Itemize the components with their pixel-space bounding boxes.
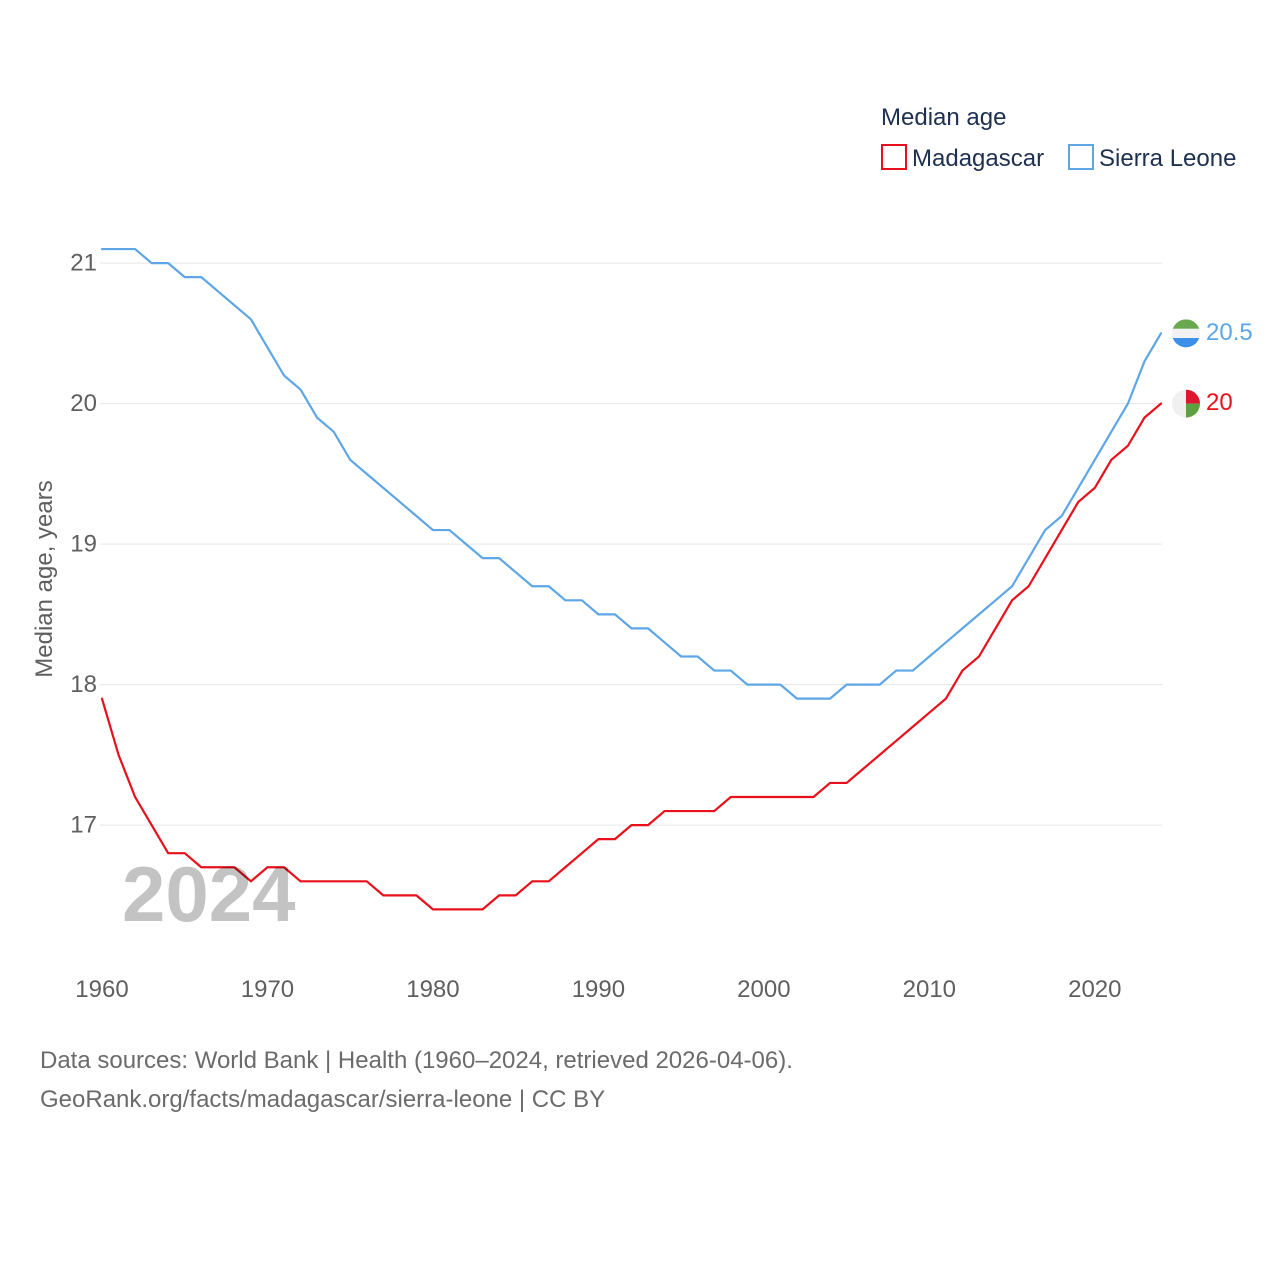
y-tick-label: 17 [70,812,97,839]
x-tick-label: 2020 [1068,976,1121,1003]
legend-swatch-madagascar [881,144,907,170]
legend-label-sierra-leone: Sierra Leone [1099,145,1236,172]
madagascar-line [100,402,1163,911]
y-tick-label: 18 [70,671,97,698]
y-axis-title: Median age, years [31,480,58,677]
axes: Median age, years 17 18 19 20 21 1960 1970 1980… [31,250,1122,1003]
y-tick-label: 21 [70,250,97,277]
end-markers: 20 20.5 [1172,319,1253,418]
madagascar-end-label: 20 [1206,389,1233,416]
legend-item-sierra-leone[interactable]: Sierra Leone [1068,144,1236,172]
sierra-leone-end-label: 20.5 [1206,319,1253,346]
flag-stripe [1172,328,1200,339]
x-tick-label: 1960 [75,976,128,1003]
flag-stripe [1186,403,1200,418]
x-tick-label: 1990 [572,976,625,1003]
series-lines [100,247,1163,911]
madagascar-flag-icon [1172,389,1200,418]
x-tick-label: 2010 [903,976,956,1003]
x-tick-label: 2000 [737,976,790,1003]
legend: Median age Madagascar Sierra Leone [881,104,1236,172]
legend-label-madagascar: Madagascar [912,145,1044,172]
flag-stripe [1172,319,1200,330]
attribution-text: GeoRank.org/facts/madagascar/sierra-leon… [40,1086,605,1113]
sierra-leone-flag-icon [1172,319,1200,348]
y-tick-label: 19 [70,531,97,558]
flag-stripe [1172,389,1186,418]
legend-title: Median age [881,104,1006,131]
x-tick-label: 1980 [406,976,459,1003]
legend-item-madagascar[interactable]: Madagascar [881,144,1044,172]
sierra-leone-line [100,247,1163,700]
data-sources-text: Data sources: World Bank | Health (1960–… [40,1047,793,1074]
gridlines [100,262,1162,826]
y-tick-label: 20 [70,390,97,417]
footer: Data sources: World Bank | Health (1960–… [40,1047,793,1113]
flag-stripe [1172,338,1200,348]
x-tick-label: 1970 [241,976,294,1003]
year-watermark: 2024 [122,850,296,938]
flag-stripe [1186,389,1200,404]
legend-swatch-sierra-leone [1068,144,1094,170]
